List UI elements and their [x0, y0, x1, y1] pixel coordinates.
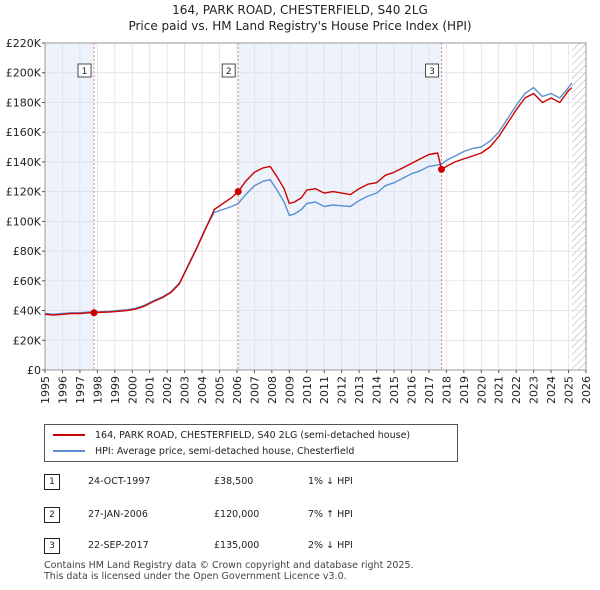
x-tick-label: 2021: [493, 376, 506, 404]
x-tick-label: 2017: [423, 376, 436, 404]
y-tick-label: £120K: [6, 186, 42, 199]
y-tick-label: £100K: [6, 215, 42, 228]
y-tick-label: £0: [27, 364, 41, 377]
sale-number-badge: 1: [44, 474, 60, 490]
sale-number-badge: 3: [44, 538, 60, 554]
sale-number-badge: 2: [44, 507, 60, 523]
chart-title-block: 164, PARK ROAD, CHESTERFIELD, S40 2LG Pr…: [0, 2, 600, 34]
legend-label-property: 164, PARK ROAD, CHESTERFIELD, S40 2LG (s…: [95, 429, 411, 441]
x-tick-label: 2019: [458, 376, 471, 404]
series-line-property: [44, 87, 573, 316]
x-tick-label: 1997: [74, 376, 87, 404]
x-tick-label: 1999: [109, 376, 122, 404]
x-tick-label: 2005: [214, 376, 227, 404]
x-tick-label: 2015: [388, 376, 401, 404]
x-tick-label: 2009: [283, 376, 296, 404]
sale-point: [234, 188, 242, 196]
sale-hpi-change: 2% ↓ HPI: [308, 540, 353, 551]
y-tick-label: £180K: [6, 96, 42, 109]
x-tick-label: 2022: [510, 376, 523, 404]
series-line-hpi: [44, 82, 573, 315]
sale-label-box: [425, 63, 439, 78]
x-tick-label: 2000: [126, 376, 139, 404]
sale-row: 1 24-OCT-1997 £38,500 1% ↓ HPI: [44, 474, 444, 492]
sale-price: £135,000: [214, 540, 260, 551]
legend-item-property: 164, PARK ROAD, CHESTERFIELD, S40 2LG (s…: [53, 428, 410, 442]
x-tick-label: 2026: [580, 376, 593, 404]
ownership-shade: [238, 43, 442, 370]
x-tick-label: 2018: [440, 376, 453, 404]
x-tick-label: 1998: [91, 376, 104, 404]
y-tick-label: £140K: [6, 156, 42, 169]
legend-label-hpi: HPI: Average price, semi-detached house,…: [95, 445, 355, 457]
sale-label-number: 2: [226, 67, 232, 77]
footer-attribution: Contains HM Land Registry data © Crown c…: [44, 560, 414, 582]
sale-price: £38,500: [214, 476, 254, 487]
chart-subtitle: Price paid vs. HM Land Registry's House …: [128, 19, 472, 33]
sale-row: 2 27-JAN-2006 £120,000 7% ↑ HPI: [44, 507, 444, 525]
y-tick-label: £160K: [6, 126, 42, 139]
sale-label-number: 3: [429, 67, 435, 77]
sale-label-box: [221, 63, 236, 78]
x-tick-label: 2008: [266, 376, 279, 404]
y-tick-label: £20K: [13, 334, 42, 347]
x-tick-label: 1996: [56, 376, 69, 404]
x-tick-label: 2014: [371, 376, 384, 404]
x-tick-label: 2012: [336, 376, 349, 404]
sale-price: £120,000: [214, 509, 260, 520]
x-tick-label: 2011: [318, 376, 331, 404]
legend-swatch-property: [53, 434, 85, 436]
legend-item-hpi: HPI: Average price, semi-detached house,…: [53, 444, 354, 458]
y-tick-label: £40K: [13, 305, 42, 318]
x-tick-label: 2016: [405, 376, 418, 404]
footer-licence: This data is licensed under the Open Gov…: [44, 571, 347, 582]
sale-date: 24-OCT-1997: [88, 476, 151, 487]
x-tick-label: 1995: [39, 376, 52, 404]
sale-hpi-change: 7% ↑ HPI: [308, 509, 353, 520]
legend-swatch-hpi: [53, 450, 85, 452]
sale-row: 3 22-SEP-2017 £135,000 2% ↓ HPI: [44, 538, 444, 556]
x-tick-label: 2001: [144, 376, 157, 404]
sale-label-box: [77, 63, 92, 78]
sale-date: 27-JAN-2006: [88, 509, 148, 520]
x-tick-label: 2006: [231, 376, 244, 404]
chart-title: 164, PARK ROAD, CHESTERFIELD, S40 2LG: [172, 3, 428, 17]
y-tick-label: £60K: [13, 275, 42, 288]
x-tick-label: 2020: [475, 376, 488, 404]
x-tick-label: 2023: [528, 376, 541, 404]
sale-point: [90, 309, 98, 317]
y-tick-label: £80K: [13, 245, 42, 258]
ownership-shade: [45, 43, 95, 370]
sale-date: 22-SEP-2017: [88, 540, 149, 551]
x-tick-label: 2024: [545, 376, 558, 404]
price-chart: £0 £20K £40K £60K £80K £100K £120K £140K £160K £1…: [6, 37, 593, 404]
y-tick-label: £200K: [6, 67, 42, 80]
x-tick-label: 2004: [196, 376, 209, 404]
sale-point: [438, 165, 446, 173]
plot-frame: [44, 42, 587, 371]
footer-copyright: Contains HM Land Registry data © Crown c…: [44, 560, 414, 571]
x-tick-label: 2002: [161, 376, 174, 404]
x-tick-label: 2013: [353, 376, 366, 404]
x-tick-label: 2025: [563, 376, 576, 404]
x-tick-label: 2010: [301, 376, 314, 404]
forecast-hatch: [572, 43, 586, 370]
y-tick-label: £220K: [6, 37, 42, 50]
sale-hpi-change: 1% ↓ HPI: [308, 476, 353, 487]
sale-label-number: 1: [82, 67, 88, 77]
x-tick-label: 2007: [248, 376, 261, 404]
x-tick-label: 2003: [179, 376, 192, 404]
legend: 164, PARK ROAD, CHESTERFIELD, S40 2LG (s…: [44, 424, 458, 462]
